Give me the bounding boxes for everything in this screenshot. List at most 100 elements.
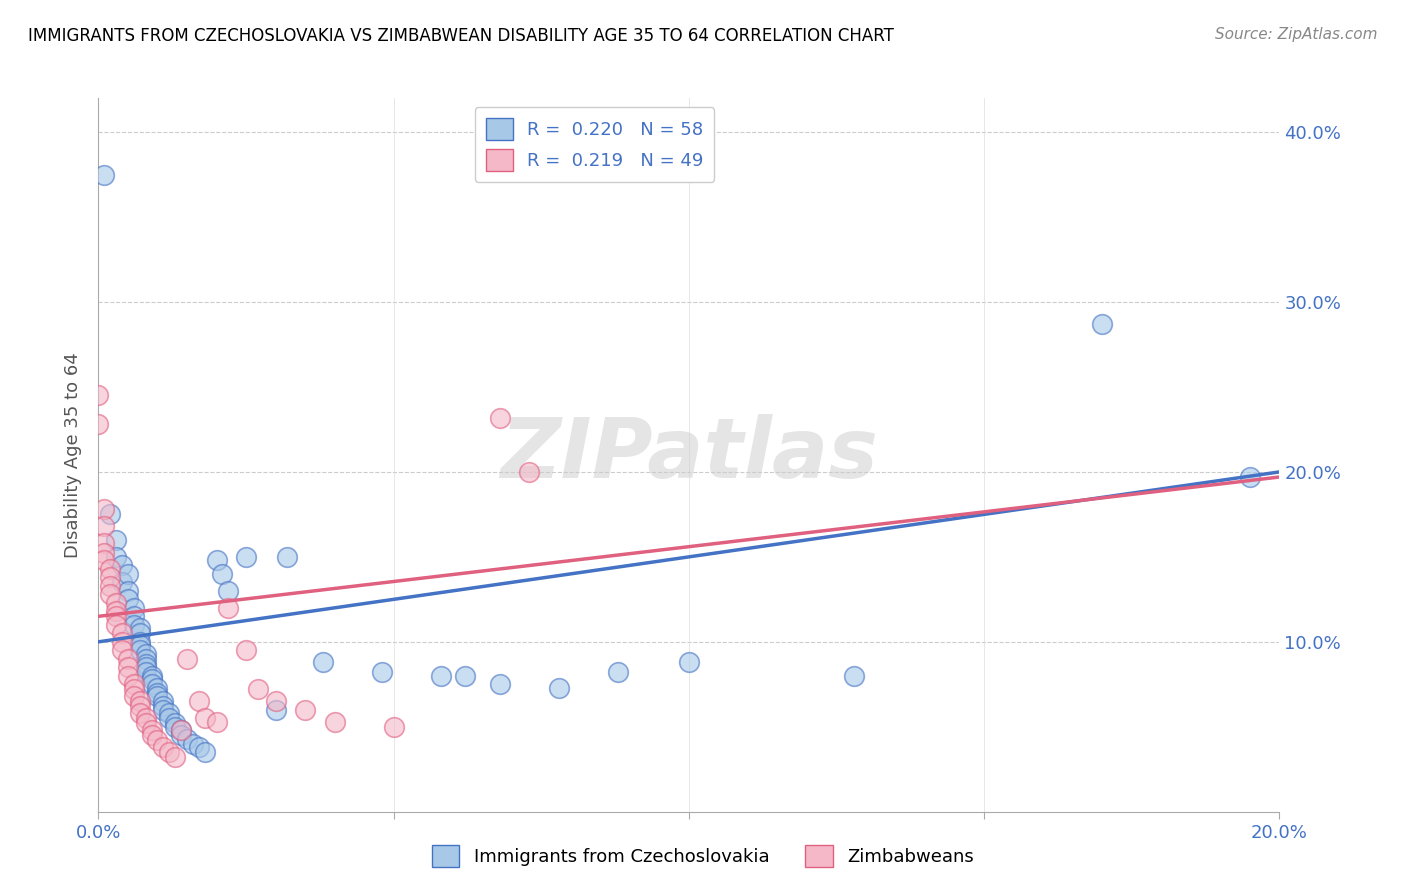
Point bbox=[111, 558, 134, 573]
Text: Source: ZipAtlas.com: Source: ZipAtlas.com bbox=[1215, 27, 1378, 42]
Point bbox=[141, 672, 163, 686]
Point bbox=[117, 566, 139, 581]
Point bbox=[165, 750, 187, 764]
Point bbox=[98, 570, 121, 584]
Point bbox=[217, 583, 239, 598]
Point bbox=[176, 731, 198, 746]
Point bbox=[217, 600, 239, 615]
Point bbox=[294, 703, 316, 717]
Point bbox=[382, 720, 405, 734]
Point bbox=[128, 643, 150, 657]
Point bbox=[122, 682, 145, 697]
Point bbox=[453, 669, 475, 683]
Point bbox=[371, 665, 394, 680]
Point bbox=[98, 508, 121, 522]
Point bbox=[187, 740, 209, 755]
Point bbox=[105, 617, 128, 632]
Point bbox=[117, 583, 139, 598]
Point bbox=[105, 604, 128, 618]
Point bbox=[93, 536, 115, 550]
Point bbox=[264, 703, 287, 717]
Point bbox=[152, 703, 174, 717]
Point bbox=[135, 711, 157, 725]
Point bbox=[157, 711, 180, 725]
Point bbox=[122, 609, 145, 624]
Point bbox=[194, 745, 217, 759]
Point bbox=[170, 728, 193, 742]
Point bbox=[157, 745, 180, 759]
Point bbox=[117, 660, 139, 674]
Point bbox=[87, 417, 110, 432]
Point bbox=[141, 723, 163, 738]
Point bbox=[122, 689, 145, 703]
Point bbox=[141, 677, 163, 691]
Point bbox=[128, 626, 150, 640]
Point bbox=[844, 669, 866, 683]
Legend: R =  0.220   N = 58, R =  0.219   N = 49: R = 0.220 N = 58, R = 0.219 N = 49 bbox=[475, 107, 714, 182]
Point bbox=[117, 669, 139, 683]
Point bbox=[194, 711, 217, 725]
Point bbox=[1091, 317, 1114, 331]
Point bbox=[152, 699, 174, 714]
Point bbox=[135, 716, 157, 731]
Point bbox=[246, 682, 269, 697]
Point bbox=[135, 652, 157, 666]
Point bbox=[93, 546, 115, 560]
Point bbox=[135, 647, 157, 661]
Text: ZIPatlas: ZIPatlas bbox=[501, 415, 877, 495]
Point bbox=[111, 643, 134, 657]
Point bbox=[111, 626, 134, 640]
Point bbox=[211, 566, 233, 581]
Point bbox=[548, 681, 571, 695]
Point bbox=[430, 669, 453, 683]
Point bbox=[519, 465, 541, 479]
Point bbox=[312, 655, 335, 669]
Point bbox=[128, 621, 150, 635]
Point bbox=[111, 635, 134, 649]
Point bbox=[135, 660, 157, 674]
Point bbox=[165, 716, 187, 731]
Point bbox=[93, 168, 115, 182]
Point bbox=[141, 728, 163, 742]
Point bbox=[98, 579, 121, 593]
Point bbox=[105, 533, 128, 547]
Y-axis label: Disability Age 35 to 64: Disability Age 35 to 64 bbox=[65, 352, 83, 558]
Point bbox=[87, 388, 110, 402]
Point bbox=[111, 575, 134, 590]
Point bbox=[128, 638, 150, 652]
Point bbox=[235, 643, 257, 657]
Point bbox=[117, 592, 139, 607]
Point bbox=[146, 681, 169, 695]
Point bbox=[1239, 470, 1261, 484]
Point bbox=[122, 677, 145, 691]
Point bbox=[128, 706, 150, 721]
Point bbox=[181, 737, 204, 751]
Point bbox=[235, 549, 257, 564]
Point bbox=[98, 587, 121, 601]
Point bbox=[122, 600, 145, 615]
Point bbox=[152, 694, 174, 708]
Point bbox=[128, 694, 150, 708]
Point bbox=[141, 669, 163, 683]
Point bbox=[93, 502, 115, 516]
Point bbox=[607, 665, 630, 680]
Point bbox=[128, 699, 150, 714]
Point bbox=[105, 609, 128, 624]
Point bbox=[176, 652, 198, 666]
Point bbox=[146, 733, 169, 747]
Point bbox=[678, 655, 700, 669]
Point bbox=[170, 723, 193, 738]
Point bbox=[105, 596, 128, 610]
Point bbox=[93, 553, 115, 567]
Point bbox=[205, 553, 228, 567]
Point bbox=[276, 549, 298, 564]
Point bbox=[489, 677, 512, 691]
Text: IMMIGRANTS FROM CZECHOSLOVAKIA VS ZIMBABWEAN DISABILITY AGE 35 TO 64 CORRELATION: IMMIGRANTS FROM CZECHOSLOVAKIA VS ZIMBAB… bbox=[28, 27, 894, 45]
Point bbox=[165, 720, 187, 734]
Point bbox=[157, 706, 180, 721]
Point bbox=[93, 519, 115, 533]
Point bbox=[205, 714, 228, 729]
Point bbox=[146, 686, 169, 700]
Point bbox=[146, 689, 169, 703]
Point bbox=[264, 694, 287, 708]
